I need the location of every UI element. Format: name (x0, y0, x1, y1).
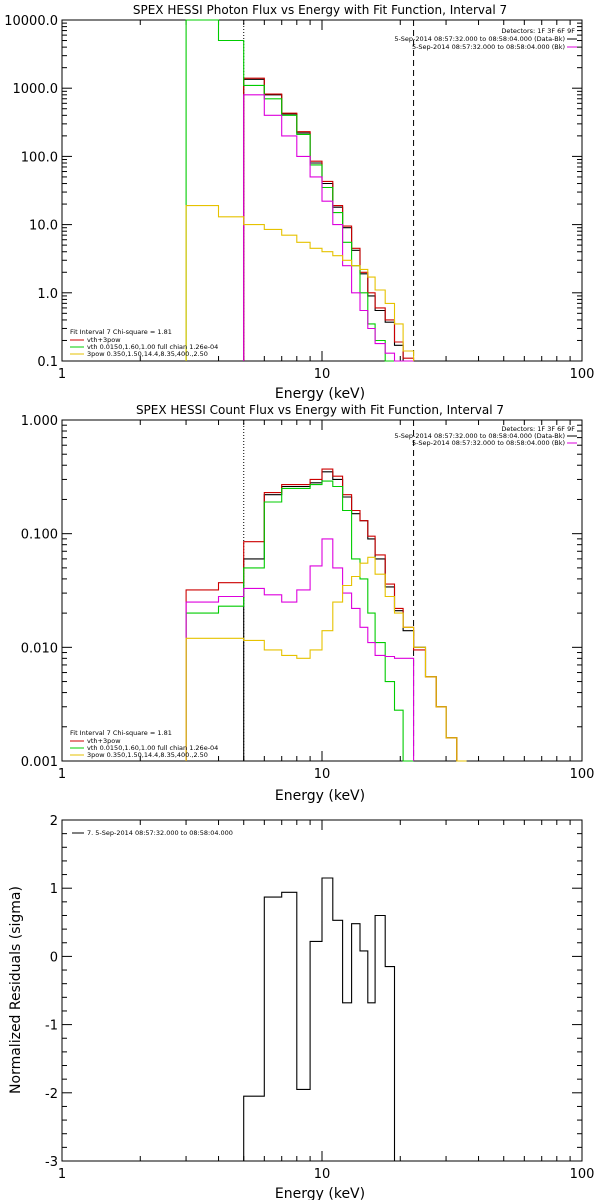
x-tick-label: 10 (314, 1167, 331, 1182)
fit-vth3pow-label: vth+3pow (87, 336, 121, 344)
x-tick-label: 100 (570, 767, 595, 782)
header-data-interval: 5-Sep-2014 08:57:32.000 to 08:58:04.000 … (394, 35, 565, 43)
series-data-line (243, 78, 414, 362)
y-tick-label: 2 (50, 814, 58, 829)
y-tick-label: 0.1 (37, 355, 58, 370)
fit-vth3pow-label: vth+3pow (87, 737, 121, 745)
y-tick-label: -3 (45, 1155, 58, 1170)
y-tick-label: -1 (45, 1019, 58, 1034)
fit-vth-label: vth 0.0150,1.60,1.00 full chian 1.26e-04 (87, 744, 218, 752)
header-bk-interval: 5-Sep-2014 08:57:32.000 to 08:58:04.000 … (412, 439, 565, 447)
count-flux-x-axis-label: Energy (keV) (275, 788, 365, 804)
y-tick-label: 0.001 (21, 755, 58, 770)
residuals-y-axis-label: Normalized Residuals (sigma) (8, 886, 24, 1094)
y-tick-label: -2 (45, 1087, 58, 1102)
y-tick-label: 10000.0 (4, 14, 58, 29)
residuals-x-axis-label: Energy (keV) (275, 1186, 365, 1200)
y-tick-label: 1.000 (21, 414, 58, 429)
count-flux-panel: SPEX HESSI Count Flux vs Energy with Fit… (21, 403, 595, 804)
series-7-5-sep-2014-08-57-32-000-to-08-58-04-000-line (243, 877, 414, 1162)
count-flux-fit-legend: Fit Interval 7 Chi-square = 1.81 vth+3po… (70, 729, 218, 759)
fit-vth-label: vth 0.0150,1.60,1.00 full chian 1.26e-04 (87, 343, 218, 351)
residuals-plot-frame (61, 819, 583, 1162)
photon-flux-header: Detectors: 1F 3F 6F 9F 5-Sep-2014 08:57:… (394, 27, 577, 51)
fit-chi-square: Fit Interval 7 Chi-square = 1.81 (70, 328, 172, 336)
x-tick-label: 1 (58, 367, 66, 382)
fit-chi-square: Fit Interval 7 Chi-square = 1.81 (70, 729, 172, 737)
header-bk-interval: 5-Sep-2014 08:57:32.000 to 08:58:04.000 … (412, 43, 565, 51)
fit-3pow-label: 3pow 0.350,1.50,14.4,8.35,400.,2.50 (87, 350, 208, 358)
series-3pow-line (185, 205, 415, 361)
residuals-legend: 7. 5-Sep-2014 08:57:32.000 to 08:58:04.0… (72, 829, 233, 837)
series-3pow-line (185, 556, 467, 762)
y-tick-label: 1000.0 (13, 82, 59, 97)
count-flux-header: Detectors: 1F 3F 6F 9F 5-Sep-2014 08:57:… (394, 425, 577, 447)
y-tick-label: 0 (50, 950, 58, 965)
y-tick-label: 100.0 (21, 150, 58, 165)
header-detectors: Detectors: 1F 3F 6F 9F (501, 27, 575, 35)
count-flux-title: SPEX HESSI Count Flux vs Energy with Fit… (136, 403, 504, 417)
series-3pow-line (243, 94, 414, 362)
x-tick-label: 100 (570, 367, 595, 382)
photon-flux-title: SPEX HESSI Photon Flux vs Energy with Fi… (133, 3, 507, 17)
series-vth-3pow-line (185, 468, 458, 761)
x-tick-label: 100 (570, 1167, 595, 1182)
fit-3pow-label: 3pow 0.350,1.50,14.4,8.35,400.,2.50 (87, 751, 208, 759)
x-tick-label: 1 (58, 767, 66, 782)
series-data-line (243, 471, 458, 761)
x-tick-label: 1 (58, 1167, 66, 1182)
series-vth-line (185, 480, 414, 762)
x-tick-label: 10 (314, 767, 331, 782)
series-vth-line (185, 19, 414, 362)
y-tick-label: 1.0 (37, 287, 58, 302)
header-detectors: Detectors: 1F 3F 6F 9F (501, 425, 575, 433)
series-3pow-line (185, 538, 415, 761)
x-tick-label: 10 (314, 367, 331, 382)
y-tick-label: 10.0 (29, 219, 58, 234)
y-tick-label: 1 (50, 882, 58, 897)
header-data-interval: 5-Sep-2014 08:57:32.000 to 08:58:04.000 … (394, 432, 565, 440)
y-tick-label: 0.010 (21, 641, 58, 656)
y-tick-label: 0.100 (21, 528, 58, 543)
series-vth-3pow-line (243, 77, 415, 361)
residuals-legend-label: 7. 5-Sep-2014 08:57:32.000 to 08:58:04.0… (87, 829, 233, 837)
photon-flux-fit-legend: Fit Interval 7 Chi-square = 1.81 vth+3po… (70, 328, 218, 358)
photon-flux-x-axis-label: Energy (keV) (275, 386, 365, 402)
photon-flux-panel: SPEX HESSI Photon Flux vs Energy with Fi… (4, 3, 594, 402)
residuals-panel: 1 10 100 -3 -2 -1 0 1 2 Energy (keV) Normalized … (8, 814, 594, 1200)
